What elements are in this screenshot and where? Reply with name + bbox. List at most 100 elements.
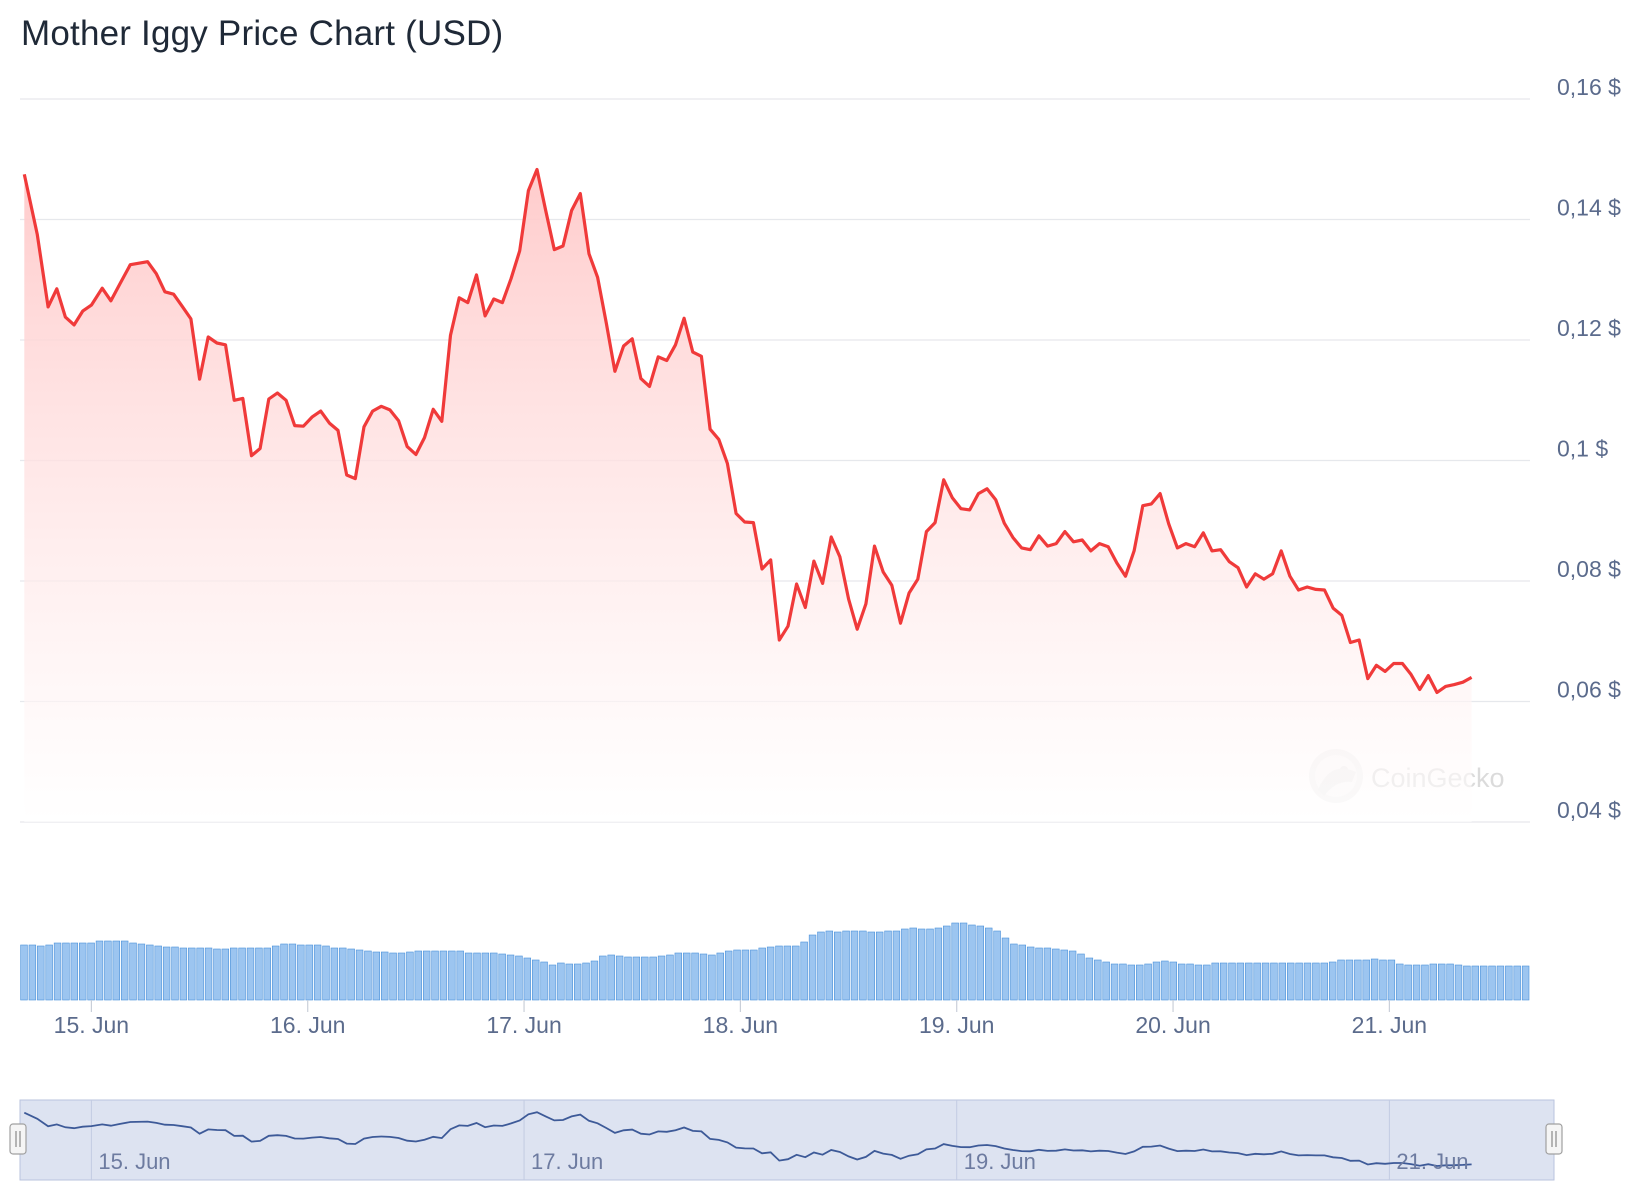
y-tick-label: 0,08 $: [1557, 556, 1621, 582]
volume-bar: [490, 952, 498, 1001]
volume-bar: [850, 930, 859, 1001]
volume-bar: [1270, 962, 1278, 1001]
navigator-tick-label: 15. Jun: [98, 1149, 170, 1174]
navigator-tick-label: 21. Jun: [1396, 1149, 1468, 1174]
navigator-left-handle[interactable]: [9, 1123, 27, 1155]
volume-bar: [699, 953, 708, 1001]
volume-bar: [1102, 961, 1110, 1001]
volume-bar: [959, 922, 968, 1001]
volume-bar: [79, 942, 87, 1001]
price-line[interactable]: [22, 167, 1473, 695]
volume-bar: [1010, 943, 1018, 1001]
volume-bar: [1471, 965, 1479, 1001]
volume-bar: [1362, 959, 1370, 1001]
volume-bar: [1505, 965, 1513, 1001]
volume-bar: [1211, 962, 1219, 1001]
volume-bar: [632, 956, 641, 1001]
volume-bar: [28, 944, 37, 1001]
volume-bar: [1245, 962, 1253, 1001]
volume-bar: [1320, 962, 1328, 1001]
volume-bar: [171, 946, 179, 1001]
volume-bar: [129, 942, 137, 1001]
navigator-right-handle[interactable]: [1545, 1123, 1563, 1155]
volume-bar: [288, 943, 297, 1001]
volume-bar: [355, 949, 364, 1001]
volume-bar: [683, 952, 691, 1001]
volume-bar: [1085, 957, 1094, 1001]
volume-bar: [1052, 948, 1060, 1001]
volume-bar: [120, 940, 129, 1001]
volume-bar: [213, 948, 221, 1001]
volume-bar: [1278, 962, 1287, 1001]
volume-bar: [1127, 964, 1136, 1001]
volume-bar: [968, 924, 976, 1001]
volume-bar: [515, 955, 523, 1001]
volume-bar: [45, 944, 53, 1001]
volume-bar: [95, 940, 104, 1001]
volume-bar: [1370, 958, 1379, 1001]
volume-bar: [834, 931, 842, 1001]
x-tick-label: 16. Jun: [270, 1012, 345, 1038]
volume-bar: [934, 927, 943, 1001]
volume-bar: [976, 925, 985, 1001]
volume-bar: [87, 942, 95, 1001]
volume-bar: [20, 944, 28, 1001]
range-navigator[interactable]: 15. Jun 17. Jun 19. Jun 21. Jun: [9, 1099, 1563, 1181]
volume-bar: [817, 931, 825, 1001]
volume-bar: [1345, 959, 1354, 1001]
volume-bar: [842, 930, 850, 1001]
volume-bar: [917, 928, 926, 1001]
volume-bar: [1219, 962, 1228, 1001]
volume-bar: [1144, 963, 1152, 1001]
volume-bar: [1194, 964, 1203, 1001]
volume-bar: [985, 927, 993, 1001]
volume-bars: [20, 922, 1530, 1001]
volume-bar: [146, 944, 154, 1001]
volume-bar: [1295, 962, 1303, 1001]
chart-title: Mother Iggy Price Chart (USD): [21, 14, 504, 53]
volume-bar: [775, 945, 783, 1001]
volume-bar: [1043, 947, 1052, 1001]
volume-bar: [221, 948, 230, 1001]
navigator-price-line: [23, 1111, 1472, 1167]
volume-bar: [657, 955, 666, 1001]
y-tick-label: 0,04 $: [1557, 797, 1621, 823]
x-tick-label: 15. Jun: [54, 1012, 129, 1038]
volume-bar: [1496, 965, 1505, 1001]
y-tick-label: 0,1 $: [1557, 436, 1608, 462]
volume-bar: [1337, 959, 1345, 1001]
volume-bar: [674, 952, 683, 1001]
volume-bar: [1136, 964, 1144, 1001]
volume-bar: [624, 956, 632, 1001]
volume-bar: [456, 950, 464, 1001]
volume-bar: [263, 947, 271, 1001]
volume-bar: [783, 945, 792, 1001]
volume-bar: [280, 943, 288, 1001]
volume-bar: [557, 962, 565, 1001]
volume-bar: [825, 930, 834, 1001]
volume-bar: [397, 952, 406, 1001]
volume-bar: [901, 928, 909, 1001]
volume-bar: [305, 944, 313, 1001]
volume-bar: [297, 944, 305, 1001]
volume-bar: [1228, 962, 1236, 1001]
volume-bar: [691, 952, 699, 1001]
volume-bar: [766, 946, 775, 1001]
volume-bar: [1186, 963, 1194, 1001]
volume-bar: [926, 928, 934, 1001]
volume-bar: [255, 947, 263, 1001]
volume-bar: [196, 947, 204, 1001]
volume-bar: [389, 952, 397, 1001]
volume-bar: [204, 947, 213, 1001]
volume-bar: [532, 959, 540, 1001]
volume-bar: [909, 927, 917, 1001]
volume-bar: [548, 964, 557, 1001]
volume-bar: [1387, 959, 1396, 1001]
volume-bar: [439, 950, 448, 1001]
volume-bar: [230, 947, 238, 1001]
volume-bar: [1119, 963, 1127, 1001]
y-axis-ticks: 0,04 $ 0,06 $ 0,08 $ 0,1 $ 0,12 $ 0,14 $ 0,16 …: [1557, 74, 1621, 823]
volume-bar: [1412, 964, 1421, 1001]
